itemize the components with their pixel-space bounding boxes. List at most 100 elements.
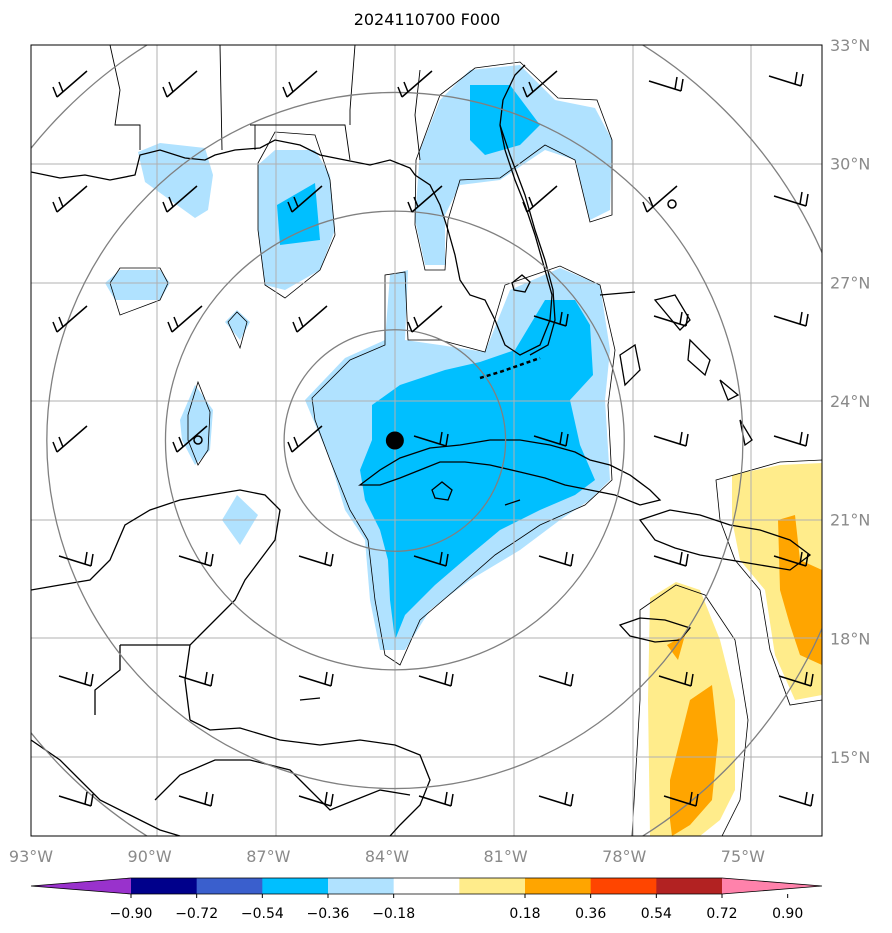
colorbar-segment [590, 878, 657, 894]
wind-barb [298, 551, 334, 567]
central-america [189, 719, 431, 836]
wind-barb [653, 311, 689, 327]
colorbar-segment [196, 878, 263, 894]
shade-blue-la [277, 183, 320, 245]
wind-barb [648, 76, 684, 92]
wind-barb [298, 671, 334, 687]
wind-barb [642, 185, 678, 213]
colorbar-segment [393, 878, 460, 894]
colorbar-segment [459, 878, 526, 894]
bahamas-2 [653, 294, 691, 331]
colorbar-tick-label: 0.18 [509, 906, 540, 922]
shade-blue-cuba [360, 300, 595, 640]
wind-barb [58, 671, 94, 687]
wind-barb [538, 551, 574, 567]
colorbar: −0.90 −0.72 −0.54 −0.36 −0.18 0.18 0.36 0.54 0.7… [30, 877, 823, 922]
swan [299, 697, 321, 701]
wind-barb [773, 431, 809, 447]
wind-barb [52, 70, 88, 98]
colorbar-extend-high [722, 878, 822, 894]
colorbar-tick-label: −0.72 [175, 906, 218, 922]
wind-barb [533, 311, 569, 327]
range-ring [164, 210, 625, 671]
colorbar-segment [656, 878, 723, 894]
wind-barb [52, 425, 88, 453]
map-title: 2024110700 F000 [353, 10, 501, 29]
jamaica [618, 617, 692, 643]
shade-light-blue-tx [105, 270, 170, 300]
y-tick-label: 18°N [830, 629, 870, 648]
bahamas-4 [719, 379, 740, 401]
wind-barb [533, 431, 569, 447]
x-tick-label: 90°W [128, 847, 172, 866]
honduras-coast [31, 739, 181, 836]
x-tick-label: 84°W [365, 847, 409, 866]
colorbar-tick-label: 0.54 [641, 906, 672, 922]
colorbar-segment [525, 878, 592, 894]
x-tick-label: 87°W [246, 847, 290, 866]
wind-barb [58, 551, 94, 567]
x-axis-labels: 93°W 90°W 87°W 84°W 81°W 78°W 75°W [9, 847, 765, 866]
colorbar-tick-label: 0.36 [575, 906, 606, 922]
wind-barbs [52, 70, 814, 807]
wind-barb [522, 70, 558, 98]
y-tick-label: 33°N [830, 36, 870, 55]
wind-barb [413, 431, 449, 447]
y-tick-label: 30°N [830, 155, 870, 174]
range-rings [31, 45, 822, 836]
coastlines [31, 45, 812, 836]
range-ring [46, 91, 744, 790]
wind-barb [178, 551, 214, 567]
wind-barb [418, 791, 454, 807]
us-gulf-coast [31, 64, 553, 356]
fl-peninsula-east [499, 124, 556, 356]
y-axis-labels: 33°N 30°N 27°N 24°N 21°N 18°N 15°N [830, 36, 870, 767]
wind-barb [653, 431, 689, 447]
station-marker [667, 199, 677, 209]
wind-barb [768, 71, 804, 87]
wind-barb [522, 185, 558, 213]
mexico-coast [31, 489, 281, 721]
colorbar-segment [262, 878, 329, 894]
wind-barb [773, 551, 809, 567]
wind-barb [178, 671, 214, 687]
x-tick-label: 78°W [602, 847, 646, 866]
bahamas-1 [619, 343, 641, 387]
wind-barb [287, 425, 323, 453]
station-marker [193, 435, 203, 445]
bahamas-3 [687, 338, 711, 377]
wind-barb [172, 425, 208, 453]
contour-outlines [109, 61, 822, 836]
wind-barb [162, 185, 198, 213]
shade-light-blue-small1 [225, 310, 250, 340]
wind-barb [773, 191, 809, 207]
bahamas-5 [739, 419, 753, 447]
x-tick-label: 81°W [484, 847, 528, 866]
wind-barb [292, 305, 328, 333]
shade-light-blue-small2 [180, 385, 213, 465]
wind-barb [282, 70, 318, 98]
wind-barb [538, 671, 574, 687]
colorbar-tick-label: −0.54 [241, 906, 284, 922]
fl-keys [479, 356, 541, 380]
wind-barb [413, 551, 449, 567]
colorbar-tick-label: 0.72 [706, 906, 737, 922]
wind-barb [287, 185, 323, 213]
wind-barb [162, 70, 198, 98]
colorbar-segment [131, 878, 198, 894]
wind-barb [167, 305, 203, 333]
cayman [504, 499, 521, 506]
y-tick-label: 21°N [830, 511, 870, 530]
wind-barb [407, 305, 443, 333]
wind-barb [178, 791, 214, 807]
wind-barb [397, 70, 433, 98]
colorbar-tick-label: −0.36 [307, 906, 350, 922]
colorbar-extend-low [31, 878, 131, 894]
lake-okeechobee [511, 274, 531, 293]
wind-barb [407, 185, 443, 213]
colorbar-tick-label: 0.90 [772, 906, 803, 922]
wind-barb [418, 671, 454, 687]
wind-barb [52, 185, 88, 213]
wind-barb [298, 791, 334, 807]
